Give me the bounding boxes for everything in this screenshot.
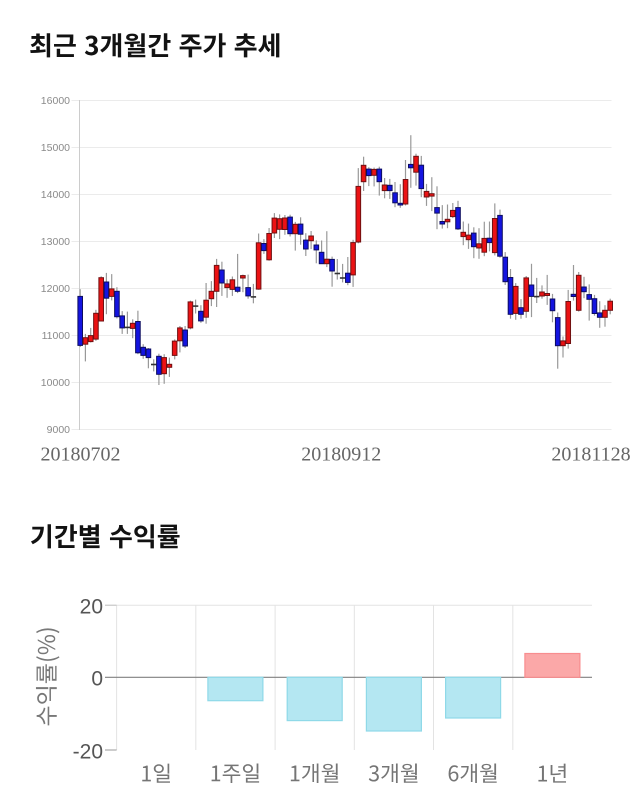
svg-text:9000: 9000 [47, 424, 71, 436]
svg-text:14000: 14000 [41, 189, 70, 201]
svg-text:20180702: 20180702 [41, 444, 121, 466]
svg-text:-20: -20 [73, 740, 103, 763]
svg-text:10000: 10000 [41, 377, 70, 389]
svg-text:12000: 12000 [41, 283, 70, 295]
svg-text:15000: 15000 [41, 142, 70, 154]
svg-text:20181128: 20181128 [551, 444, 630, 466]
svg-text:11000: 11000 [42, 330, 71, 342]
svg-text:16000: 16000 [41, 95, 70, 107]
svg-text:0: 0 [91, 668, 103, 691]
svg-text:13000: 13000 [41, 236, 70, 248]
svg-text:20180912: 20180912 [301, 444, 381, 466]
svg-text:20: 20 [80, 596, 103, 619]
